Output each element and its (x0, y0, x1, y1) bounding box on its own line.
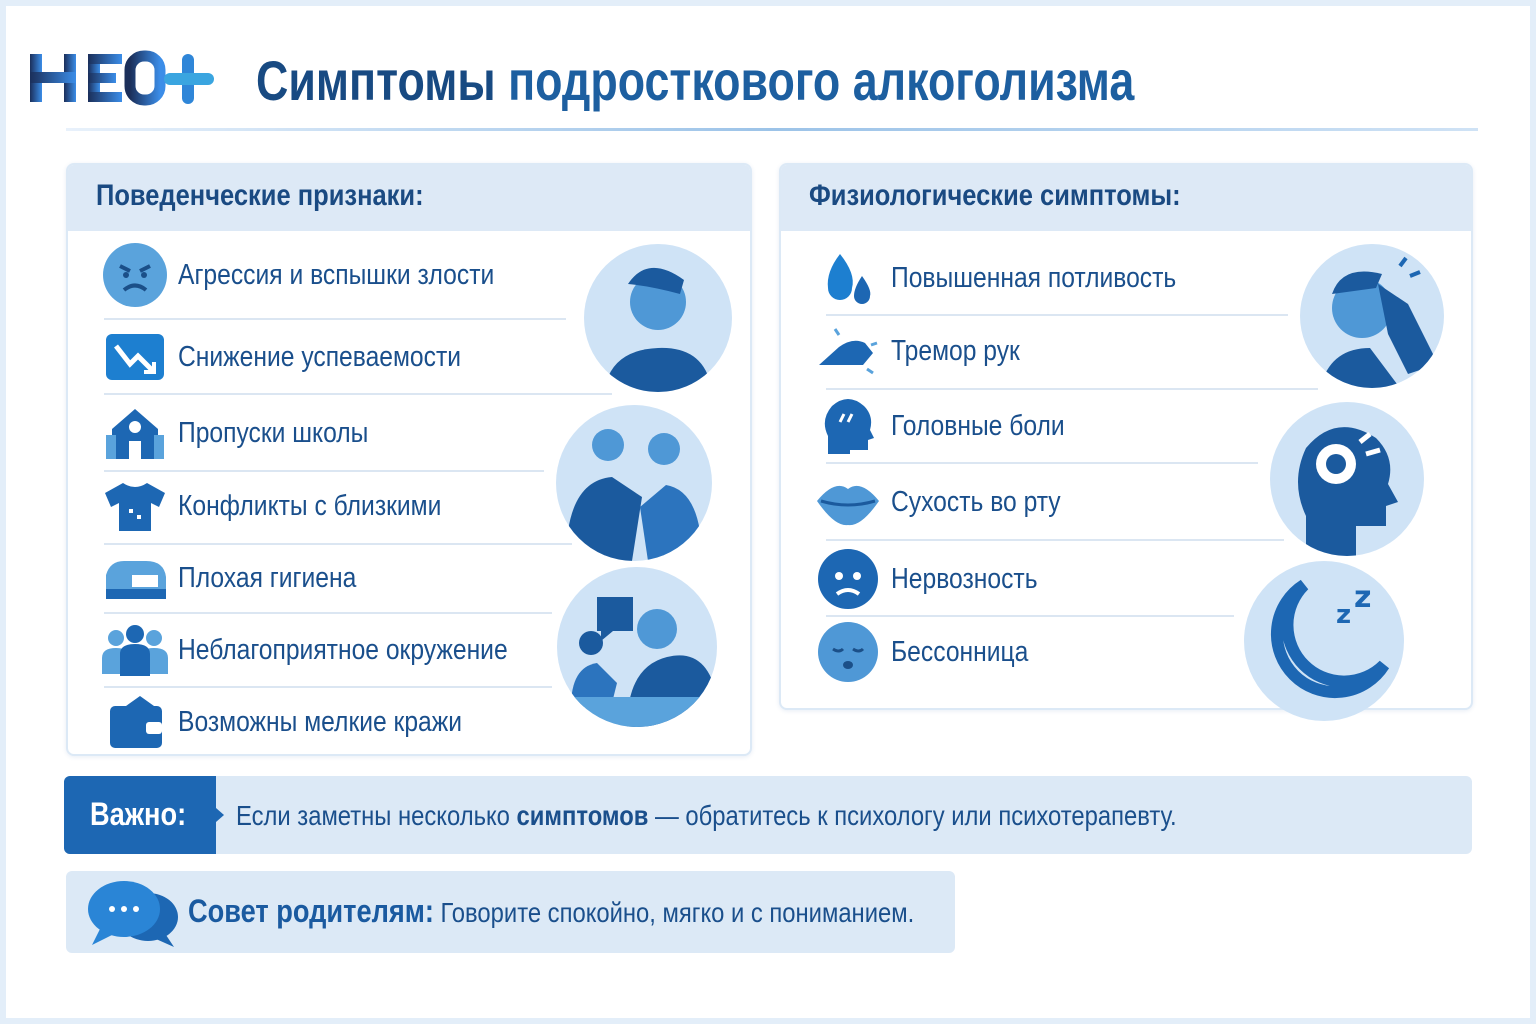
svg-text:z: z (1354, 580, 1371, 615)
important-label: Важно: (64, 776, 216, 854)
item-label: Агрессия и вспышки злости (178, 258, 495, 291)
list-item: Бессонница (813, 622, 1053, 682)
sleepy-face-icon (813, 622, 883, 682)
list-item: Пропуски школы (100, 403, 402, 463)
chart-down-icon (100, 327, 170, 387)
title-part2: подросткового алкоголизма (508, 49, 1135, 112)
item-label: Повышенная потливость (891, 261, 1177, 294)
divider (104, 686, 552, 688)
headache-illustration (1300, 244, 1444, 388)
group-icon (100, 620, 170, 680)
divider (826, 615, 1234, 617)
bad-company-illustration (557, 567, 717, 727)
neo-plus-logo (30, 50, 214, 106)
nervous-face-icon (813, 549, 883, 609)
page-title: Симптомы подросткового алкоголизма (256, 48, 1134, 113)
infographic: Симптомы подросткового алкоголизма Повед… (6, 6, 1530, 1018)
title-part1: Симптомы (256, 49, 496, 112)
lips-icon (813, 472, 883, 532)
title-divider (66, 128, 1478, 131)
important-text: Если заметны несколько симптомов — обрат… (236, 800, 1177, 831)
arrow-icon (216, 808, 224, 822)
important-banner: Важно: Если заметны несколько симптомов … (64, 776, 1472, 854)
head-pain-icon (813, 396, 883, 456)
list-item: Снижение успеваемости (100, 327, 511, 387)
divider (104, 612, 552, 614)
item-label: Головные боли (891, 409, 1065, 442)
shaking-hand-icon (813, 321, 883, 381)
chat-bubbles-icon (88, 881, 178, 947)
divider (104, 543, 572, 545)
list-item: Головные боли (813, 396, 1095, 456)
angry-face-icon (100, 243, 170, 307)
item-label: Возможны мелкие кражи (178, 705, 463, 738)
hygiene-icon (100, 548, 170, 608)
item-label: Бессонница (891, 635, 1029, 668)
divider (104, 470, 544, 472)
family-conflict-illustration (556, 405, 712, 561)
list-item: Конфликты с близкими (100, 476, 488, 536)
item-label: Сухость во рту (891, 485, 1061, 518)
list-item: Тремор рук (813, 321, 1043, 381)
item-label: Неблагоприятное окружение (178, 633, 508, 666)
list-item: Неблагоприятное окружение (100, 620, 566, 680)
sweat-drops-icon (813, 248, 883, 308)
divider (104, 318, 566, 320)
divider (826, 539, 1284, 541)
advice-text: Совет родителям: Говорите спокойно, мягк… (188, 893, 915, 929)
school-icon (100, 403, 170, 463)
migraine-head-illustration (1270, 402, 1424, 556)
divider (104, 393, 612, 395)
item-label: Нервозность (891, 562, 1038, 595)
item-label: Пропуски школы (178, 416, 369, 449)
list-item: Повышенная потливость (813, 248, 1227, 308)
behavioral-heading: Поведенческие признаки: (68, 165, 750, 231)
angry-teen-illustration (584, 244, 732, 392)
parent-advice-banner: Совет родителям: Говорите спокойно, мягк… (66, 871, 955, 953)
item-label: Снижение успеваемости (178, 340, 462, 373)
divider (826, 462, 1258, 464)
item-label: Плохая гигиена (178, 561, 357, 594)
list-item: Возможны мелкие кражи (100, 692, 512, 752)
divider (826, 314, 1288, 316)
divider (826, 388, 1318, 390)
list-item: Сухость во рту (813, 472, 1091, 532)
svg-text:z: z (1336, 600, 1351, 630)
item-label: Тремор рук (891, 334, 1020, 367)
wallet-icon (100, 692, 170, 752)
list-item: Агрессия и вспышки злости (100, 243, 550, 307)
item-label: Конфликты с близкими (178, 489, 442, 522)
list-item: Плохая гигиена (100, 548, 388, 608)
list-item: Нервозность (813, 549, 1063, 609)
physiological-heading: Физиологические симптомы: (781, 165, 1471, 231)
shirt-icon (100, 476, 170, 536)
